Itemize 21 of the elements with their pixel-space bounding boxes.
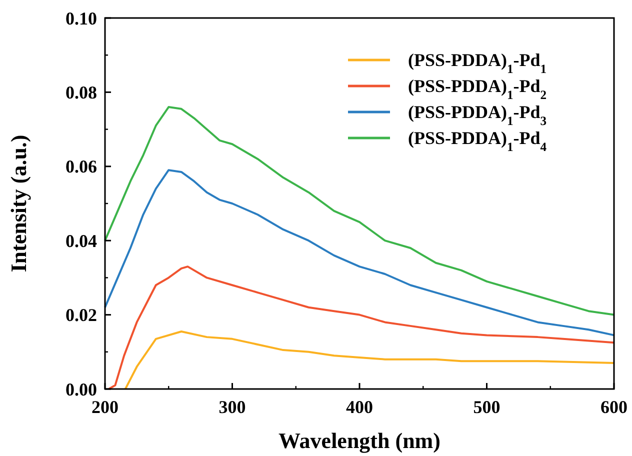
y-tick-label: 0.00: [66, 379, 97, 400]
y-tick-label: 0.04: [66, 230, 97, 251]
legend-label: (PSS-PDDA)$_{1}$-Pd$_{3}$: [408, 102, 547, 128]
line-series: [104, 169, 615, 336]
y-tick-label: 0.06: [66, 156, 97, 177]
y-tick-label: 0.10: [66, 8, 97, 28]
x-tick-label: 300: [218, 397, 246, 417]
legend-label: (PSS-PDDA)$_{1}$-Pd$_{4}$: [408, 128, 548, 154]
y-axis-title: Intensity (a.u.): [6, 134, 31, 272]
x-axis-title: Wavelength (nm): [278, 428, 440, 453]
legend-label: (PSS-PDDA)$_{1}$-Pd$_{1}$: [408, 50, 547, 76]
x-tick-label: 400: [346, 397, 373, 417]
line-series: [108, 266, 615, 390]
legend-label: (PSS-PDDA)$_{1}$-Pd$_{2}$: [408, 76, 547, 102]
x-tick-label: 600: [600, 397, 628, 417]
y-tick-label: 0.08: [66, 82, 97, 102]
line-series: [124, 330, 615, 390]
line-series: [104, 106, 615, 316]
x-tick-label: 200: [92, 397, 118, 417]
x-tick-label: 500: [473, 397, 500, 417]
y-tick-label: 0.02: [66, 305, 97, 326]
